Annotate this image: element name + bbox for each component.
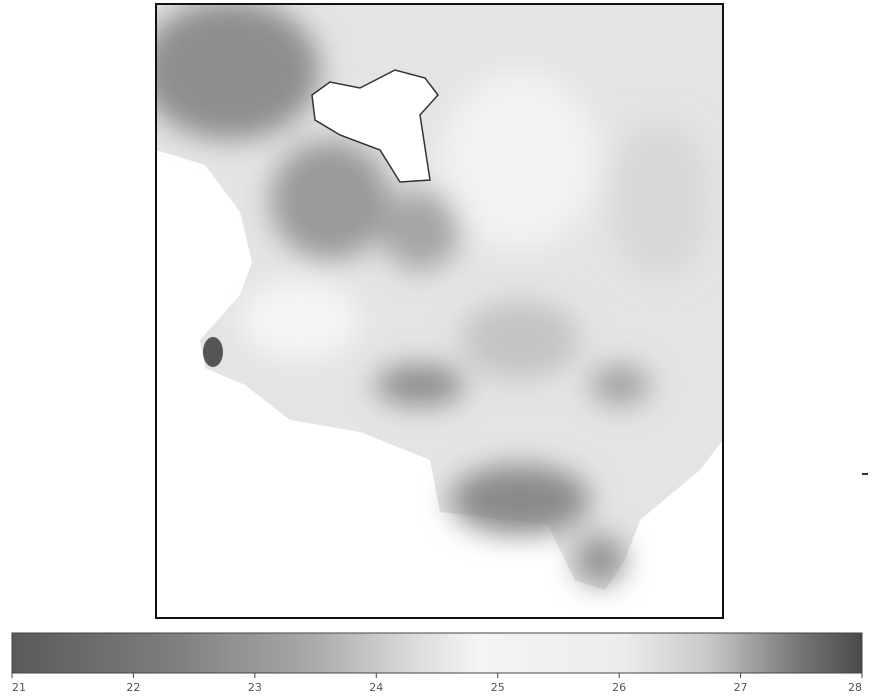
tick-label: 22 <box>126 681 140 694</box>
tick-label: 24 <box>369 681 383 694</box>
colorbar-ticks: 21 22 23 24 25 26 27 28 <box>12 673 862 694</box>
tick-label: 27 <box>734 681 748 694</box>
map-field <box>140 0 723 590</box>
tick-label: 21 <box>12 681 26 694</box>
tick-label: 28 <box>848 681 862 694</box>
tick-label: 26 <box>612 681 626 694</box>
dark-spot <box>203 337 223 367</box>
tick-label: 25 <box>491 681 505 694</box>
tick-label: 23 <box>248 681 262 694</box>
map-view: 21 22 23 24 25 26 27 28 <box>0 0 872 696</box>
colorbar <box>12 633 862 673</box>
